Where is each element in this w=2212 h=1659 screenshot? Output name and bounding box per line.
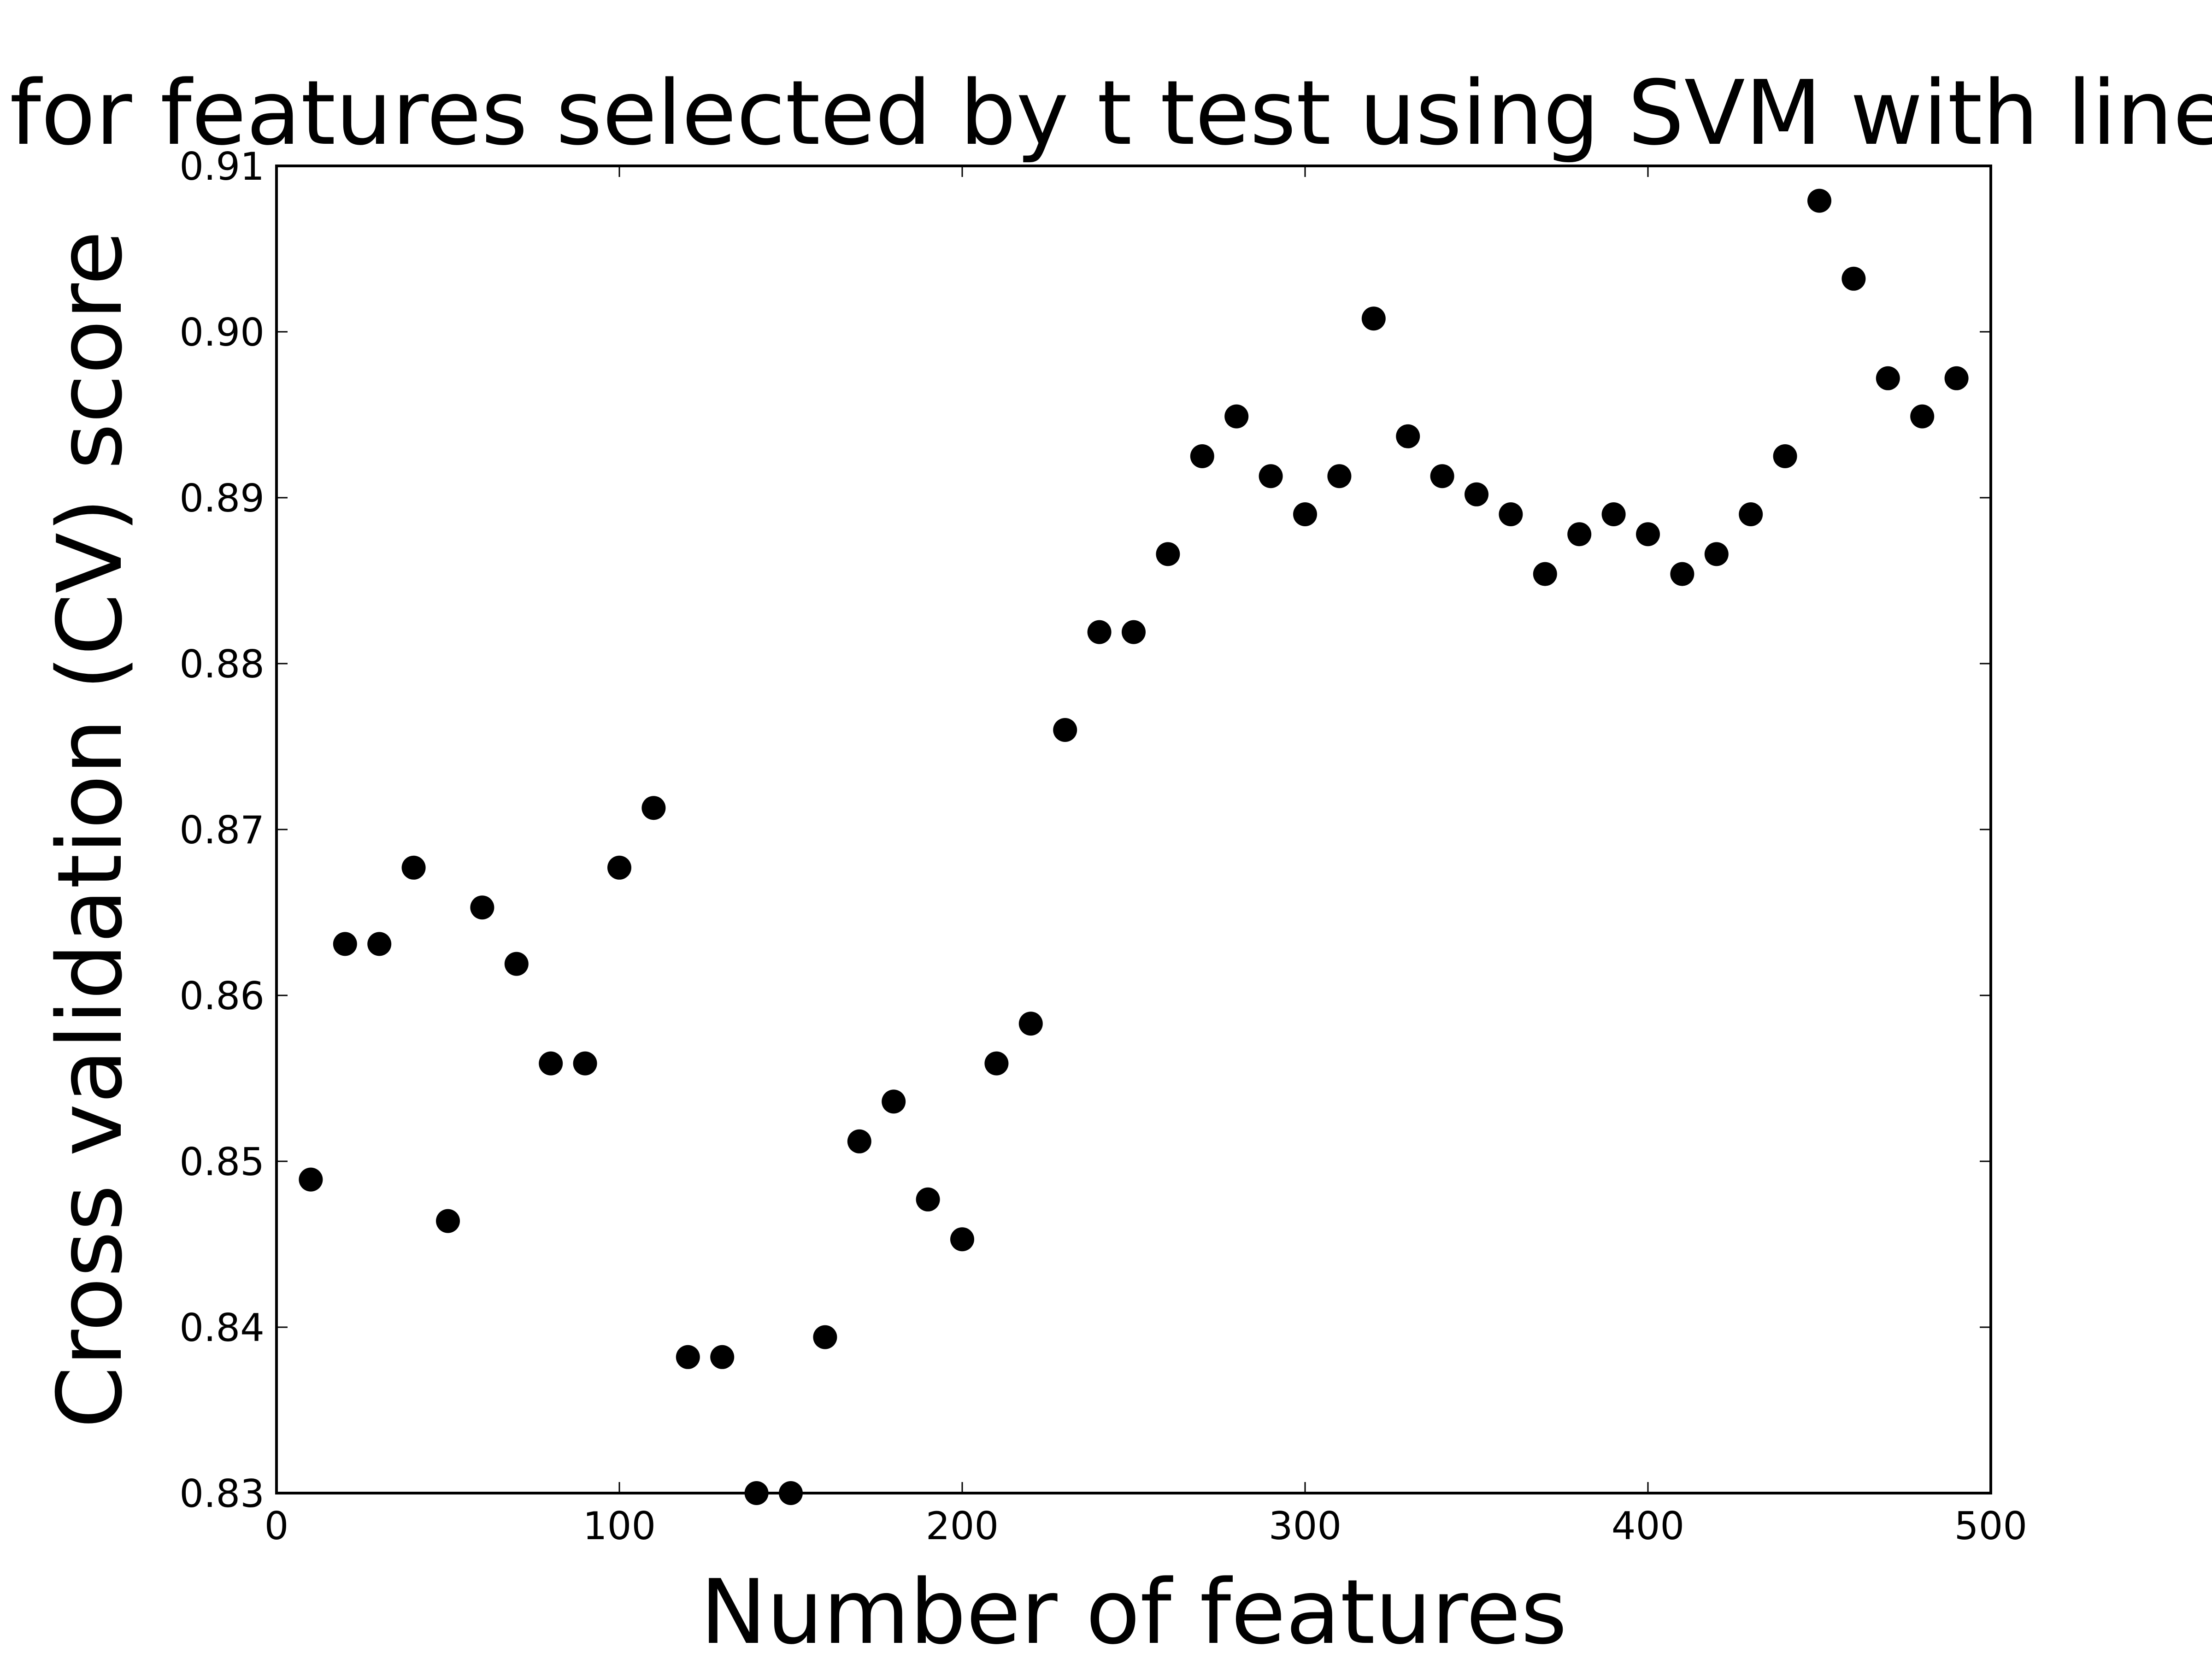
data-point xyxy=(1396,424,1420,448)
data-point xyxy=(1224,404,1249,429)
y-tick-label: 0.88 xyxy=(179,642,265,687)
data-point xyxy=(333,932,357,956)
y-tick-label: 0.83 xyxy=(179,1471,265,1516)
data-point xyxy=(607,855,631,880)
y-tick-label: 0.90 xyxy=(179,310,265,355)
data-points xyxy=(299,188,1969,1505)
data-point xyxy=(1807,188,1831,213)
data-point xyxy=(401,855,426,880)
x-tick-label: 100 xyxy=(583,1504,656,1548)
data-point xyxy=(1636,522,1660,547)
data-point xyxy=(1087,620,1112,644)
data-point xyxy=(1018,1012,1043,1036)
data-point xyxy=(710,1345,735,1369)
y-tick-label: 0.85 xyxy=(179,1140,265,1184)
data-point xyxy=(1533,562,1557,586)
data-point xyxy=(1841,266,1866,291)
data-point xyxy=(641,796,666,820)
data-point xyxy=(813,1325,837,1349)
y-tick-label: 0.84 xyxy=(179,1306,265,1350)
data-point xyxy=(1430,464,1454,488)
plot-frame xyxy=(275,165,1992,1494)
data-point xyxy=(984,1051,1009,1076)
data-point xyxy=(1601,502,1626,526)
data-point xyxy=(1053,718,1077,742)
data-point xyxy=(1739,502,1763,526)
data-point xyxy=(1156,542,1180,566)
data-point xyxy=(1293,502,1317,526)
y-tick-label: 0.91 xyxy=(179,144,265,189)
data-point xyxy=(1876,366,1900,390)
data-point xyxy=(504,952,529,976)
data-point xyxy=(1465,482,1488,506)
x-tick-label: 0 xyxy=(265,1504,289,1548)
data-point xyxy=(916,1187,940,1212)
data-point xyxy=(436,1209,460,1233)
data-point xyxy=(1361,306,1386,331)
chart-title: CV score for features selected by t test… xyxy=(0,61,2212,165)
data-point xyxy=(1499,502,1523,526)
data-point xyxy=(1122,620,1146,644)
data-point xyxy=(950,1227,974,1252)
data-point xyxy=(573,1051,597,1076)
data-point xyxy=(1327,464,1352,488)
data-point xyxy=(1190,444,1214,468)
y-tick-label: 0.89 xyxy=(179,476,265,521)
data-point xyxy=(1704,542,1729,566)
data-point xyxy=(470,895,494,920)
data-point xyxy=(882,1089,906,1114)
axis-ticks: 0 100 200 300 400 500 0.83 0.84 0.85 0.86 0.87 0.88… xyxy=(179,144,2027,1548)
data-point xyxy=(1944,366,1969,390)
data-point xyxy=(1259,464,1283,488)
data-point xyxy=(1670,562,1694,586)
y-axis-label: Cross validation (CV) score xyxy=(38,230,142,1428)
data-point xyxy=(1567,522,1592,547)
y-tick-label: 0.87 xyxy=(179,808,265,853)
x-tick-label: 200 xyxy=(926,1504,999,1548)
data-point xyxy=(1910,404,1935,429)
data-point xyxy=(676,1345,700,1369)
y-tick-label: 0.86 xyxy=(179,974,265,1018)
data-point xyxy=(1773,444,1797,468)
x-axis-label: Number of features xyxy=(700,1560,1567,1659)
x-tick-label: 500 xyxy=(1954,1504,2027,1548)
data-point xyxy=(847,1129,871,1153)
data-point xyxy=(539,1051,563,1076)
x-tick-label: 400 xyxy=(1612,1504,1684,1548)
data-point xyxy=(299,1167,323,1192)
data-point xyxy=(367,932,392,956)
x-tick-label: 300 xyxy=(1269,1504,1341,1548)
